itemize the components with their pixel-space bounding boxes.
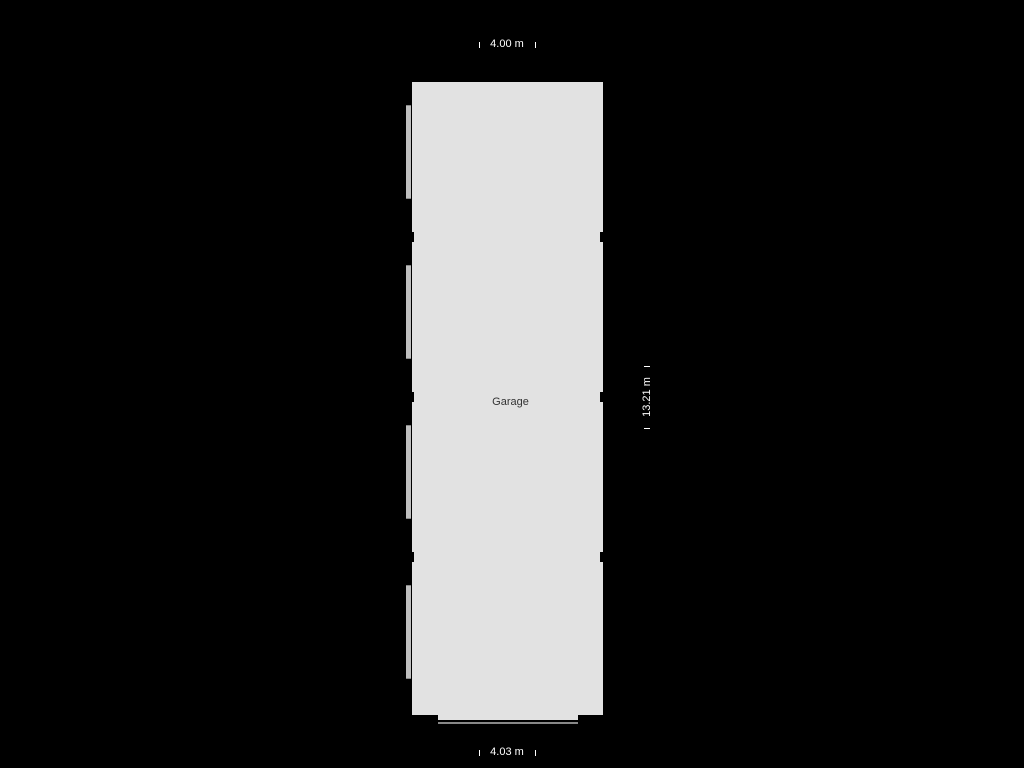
garage-room: Garage xyxy=(409,79,606,718)
wall-pillar xyxy=(406,232,414,242)
dimension-tick xyxy=(479,42,480,48)
wall-pillar xyxy=(600,232,608,242)
dimension-bottom: 4.03 m xyxy=(490,746,524,758)
dimension-top: 4.00 m xyxy=(490,38,524,50)
door-line xyxy=(438,722,578,724)
window xyxy=(406,265,411,359)
window xyxy=(406,105,411,199)
dimension-right: 13.21 m xyxy=(641,377,653,417)
wall-pillar xyxy=(406,392,414,402)
dimension-tick xyxy=(535,42,536,48)
wall-pillar xyxy=(600,552,608,562)
dimension-tick xyxy=(479,750,480,756)
dimension-tick xyxy=(644,428,650,429)
window xyxy=(406,585,411,679)
door-opening xyxy=(438,715,578,720)
dimension-tick xyxy=(644,366,650,367)
garage-label: Garage xyxy=(492,396,529,408)
wall-pillar xyxy=(406,552,414,562)
floorplan-stage: Garage 4.00 m 4.03 m 13.21 m xyxy=(0,0,1024,768)
window xyxy=(406,425,411,519)
wall-pillar xyxy=(600,392,608,402)
dimension-tick xyxy=(535,750,536,756)
